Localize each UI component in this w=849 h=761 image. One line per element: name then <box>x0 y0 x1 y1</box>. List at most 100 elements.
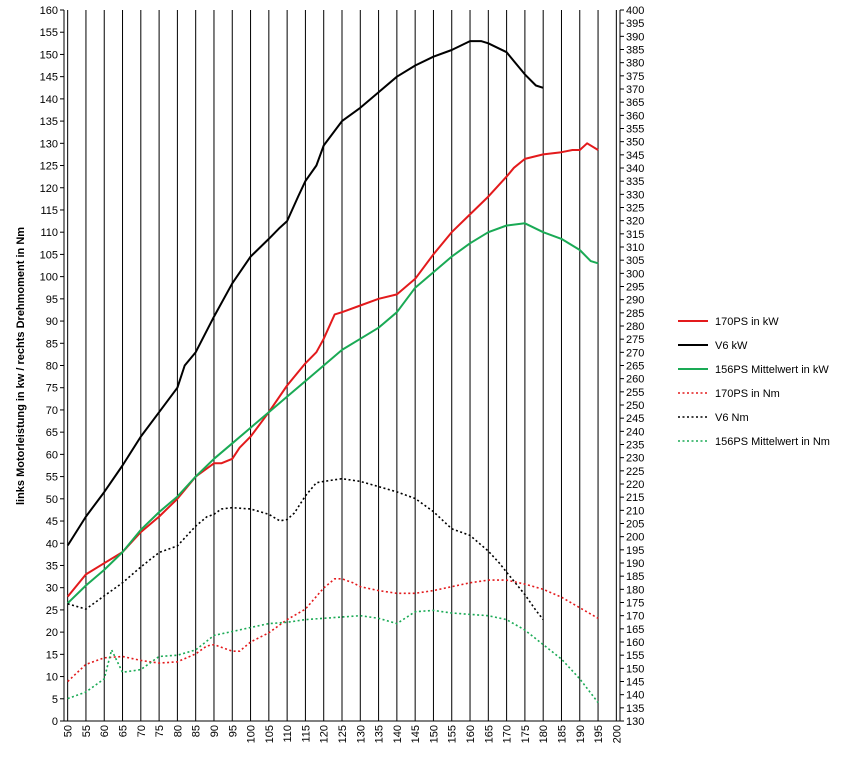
right-tick-label: 375 <box>626 71 644 83</box>
right-tick-label: 235 <box>626 440 644 452</box>
left-axis-ticks: 0 5 10 15 20 25 30 35 40 45 50 55 60 65 70 75 80 85 90 95 10… <box>40 5 64 728</box>
right-tick-label: 330 <box>626 189 644 201</box>
right-tick-label: 285 <box>626 308 644 320</box>
right-tick-label: 355 <box>626 124 644 136</box>
x-tick-label: 100 <box>246 725 258 743</box>
right-tick-label: 225 <box>626 466 644 478</box>
left-tick-label: 150 <box>40 49 58 61</box>
right-tick-label: 270 <box>626 347 644 359</box>
right-tick-label: 215 <box>626 492 644 504</box>
right-tick-label: 300 <box>626 268 644 280</box>
right-tick-label: 170 <box>626 611 644 623</box>
left-tick-label: 125 <box>40 161 58 173</box>
right-tick-label: 365 <box>626 97 644 109</box>
left-tick-label: 160 <box>40 5 58 17</box>
x-tick-label: 165 <box>483 725 495 743</box>
right-tick-label: 260 <box>626 374 644 386</box>
right-tick-label: 240 <box>626 426 644 438</box>
left-tick-label: 20 <box>46 627 58 639</box>
x-axis-ticks: 50 55 60 65 70 75 80 85 90 95 100 105 110 115 120 125 13… <box>63 725 624 743</box>
right-tick-label: 370 <box>626 84 644 96</box>
right-tick-label: 350 <box>626 137 644 149</box>
left-tick-label: 30 <box>46 583 58 595</box>
left-tick-label: 45 <box>46 516 58 528</box>
left-tick-label: 80 <box>46 361 58 373</box>
right-tick-label: 205 <box>626 519 644 531</box>
x-tick-label: 155 <box>447 725 459 743</box>
x-tick-label: 115 <box>300 725 312 743</box>
left-tick-label: 105 <box>40 249 58 261</box>
right-tick-label: 175 <box>626 598 644 610</box>
left-tick-label: 100 <box>40 272 58 284</box>
left-tick-label: 90 <box>46 316 58 328</box>
x-tick-label: 150 <box>428 725 440 743</box>
right-tick-label: 360 <box>626 110 644 122</box>
right-tick-label: 145 <box>626 677 644 689</box>
right-tick-label: 385 <box>626 45 644 57</box>
x-tick-label: 80 <box>172 725 184 737</box>
series-line <box>67 609 599 704</box>
x-tick-label: 70 <box>136 725 148 737</box>
x-tick-label: 75 <box>154 725 166 737</box>
right-tick-label: 245 <box>626 413 644 425</box>
series-line <box>66 142 599 598</box>
x-tick-label: 65 <box>118 725 130 737</box>
legend-label: 156PS Mittelwert in kW <box>715 364 829 376</box>
right-tick-label: 255 <box>626 387 644 399</box>
right-tick-label: 135 <box>626 703 644 715</box>
left-tick-label: 110 <box>40 227 58 239</box>
legend-label: V6 kW <box>715 340 748 352</box>
right-tick-label: 340 <box>626 163 644 175</box>
x-tick-label: 180 <box>538 725 550 743</box>
left-tick-label: 75 <box>46 383 58 395</box>
left-tick-label: 60 <box>46 449 58 461</box>
right-tick-label: 395 <box>626 18 644 30</box>
left-tick-label: 35 <box>46 560 58 572</box>
right-tick-label: 165 <box>626 624 644 636</box>
right-tick-label: 275 <box>626 334 644 346</box>
legend-label: V6 Nm <box>715 412 749 424</box>
right-tick-label: 315 <box>626 229 644 241</box>
left-tick-label: 40 <box>46 538 58 550</box>
grid <box>67 10 617 721</box>
right-tick-label: 335 <box>626 176 644 188</box>
right-tick-label: 305 <box>626 255 644 267</box>
x-tick-label: 140 <box>392 725 404 743</box>
x-tick-label: 85 <box>191 725 203 737</box>
x-tick-label: 50 <box>63 725 75 737</box>
right-tick-label: 210 <box>626 505 644 517</box>
x-tick-label: 120 <box>319 725 331 743</box>
x-tick-label: 130 <box>355 725 367 743</box>
left-tick-label: 120 <box>40 183 58 195</box>
left-tick-label: 5 <box>52 694 58 706</box>
right-tick-label: 400 <box>626 5 644 17</box>
x-tick-label: 105 <box>264 725 276 743</box>
x-tick-label: 135 <box>374 725 386 743</box>
x-tick-label: 200 <box>611 725 623 743</box>
right-tick-label: 280 <box>626 321 644 333</box>
x-tick-label: 145 <box>410 725 422 743</box>
right-tick-label: 320 <box>626 216 644 228</box>
x-tick-label: 110 <box>282 725 294 743</box>
right-tick-label: 200 <box>626 532 644 544</box>
right-tick-label: 160 <box>626 637 644 649</box>
left-tick-label: 50 <box>46 494 58 506</box>
series-line <box>67 222 599 604</box>
right-tick-label: 250 <box>626 400 644 412</box>
x-tick-label: 160 <box>465 725 477 743</box>
right-tick-label: 290 <box>626 295 644 307</box>
right-tick-label: 325 <box>626 203 644 215</box>
legend-label: 156PS Mittelwert in Nm <box>715 436 830 448</box>
right-tick-label: 220 <box>626 479 644 491</box>
x-tick-label: 195 <box>593 725 605 743</box>
x-tick-label: 55 <box>81 725 93 737</box>
x-tick-label: 95 <box>227 725 239 737</box>
x-tick-label: 190 <box>575 725 587 743</box>
x-tick-label: 175 <box>520 725 532 743</box>
right-tick-label: 265 <box>626 361 644 373</box>
left-tick-label: 95 <box>46 294 58 306</box>
left-tick-label: 135 <box>40 116 58 128</box>
left-tick-label: 85 <box>46 338 58 350</box>
